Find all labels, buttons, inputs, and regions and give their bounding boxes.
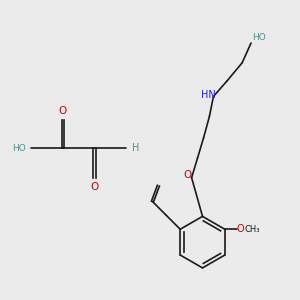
Text: CH₃: CH₃ [245,225,260,234]
Text: H: H [132,143,140,153]
Text: O: O [90,182,99,192]
Text: HN: HN [201,89,216,100]
Text: HO: HO [252,33,266,42]
Text: O: O [59,106,67,116]
Text: O: O [184,170,192,180]
Text: HO: HO [12,143,26,152]
Text: O: O [237,224,244,234]
